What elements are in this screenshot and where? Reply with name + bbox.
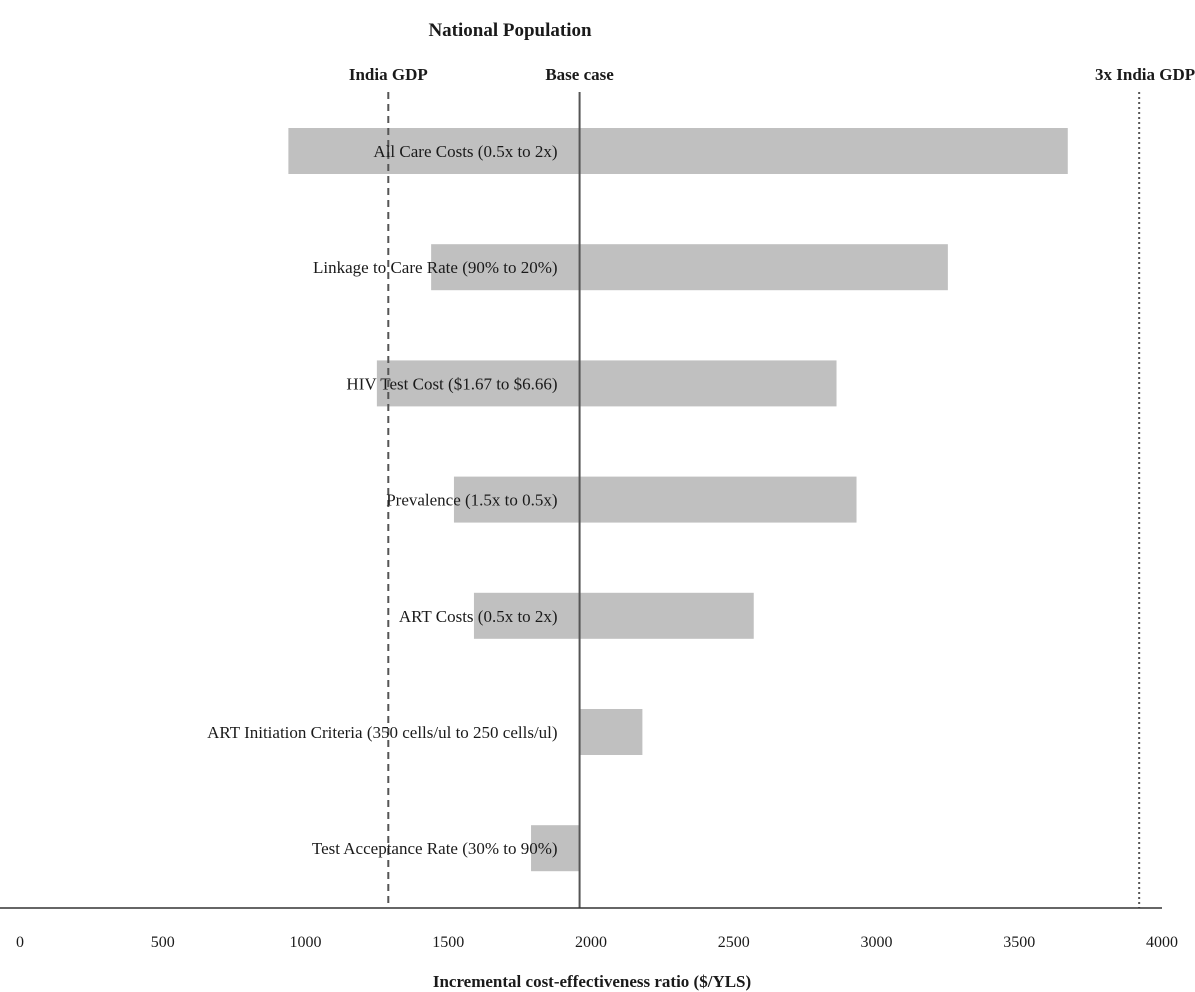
- chart-title: National Population: [428, 20, 592, 41]
- x-tick-label-500: 500: [151, 934, 175, 951]
- bar-label-7: Test Acceptance Rate (30% to 90%): [312, 839, 558, 858]
- bar-labels-group: All Care Costs (0.5x to 2x) Linkage to Ca…: [207, 142, 557, 858]
- bar-label-4: Prevalence (1.5x to 0.5x): [386, 491, 557, 510]
- x-tick-label-1500: 1500: [432, 934, 464, 951]
- bar-label-5: ART Costs (0.5x to 2x): [399, 607, 558, 626]
- x-tick-label-1000: 1000: [290, 934, 322, 951]
- x-tick-label-3500: 3500: [1003, 934, 1035, 951]
- bar-5: [473, 592, 754, 639]
- x-tick-label-3000: 3000: [861, 934, 893, 951]
- bar-7: [531, 825, 580, 872]
- bar-label-2: Linkage to Care Rate (90% to 20%): [313, 258, 558, 277]
- bar-label-3: HIV Test Cost ($1.67 to $6.66): [346, 374, 557, 393]
- x-tick-label-4000: 4000: [1146, 934, 1178, 951]
- x-axis-title: Incremental cost-effectiveness ratio ($/…: [433, 972, 751, 991]
- reference-line-label-2: Base case: [545, 65, 614, 84]
- bar-label-1: All Care Costs (0.5x to 2x): [373, 142, 557, 161]
- x-tick-label-0: 0: [16, 934, 24, 951]
- bar-3: [376, 360, 837, 407]
- bar-6: [579, 709, 643, 755]
- reference-line-label-1: India GDP: [349, 65, 428, 84]
- bars-group: [288, 128, 1068, 872]
- x-tick-label-2000: 2000: [575, 934, 607, 951]
- bar-1: [288, 128, 1068, 174]
- bar-label-6: ART Initiation Criteria (350 cells/ul to…: [207, 723, 557, 742]
- reference-line-label-3: 3x India GDP: [1095, 65, 1195, 84]
- x-axis: 0 500 1000 1500 2000 2500 3000 3500 4000: [0, 907, 1178, 951]
- reference-lines-group: India GDP Base case 3x India GDP: [349, 65, 1195, 908]
- bar-4: [453, 476, 857, 523]
- bar-2: [431, 244, 948, 291]
- x-tick-label-2500: 2500: [718, 934, 750, 951]
